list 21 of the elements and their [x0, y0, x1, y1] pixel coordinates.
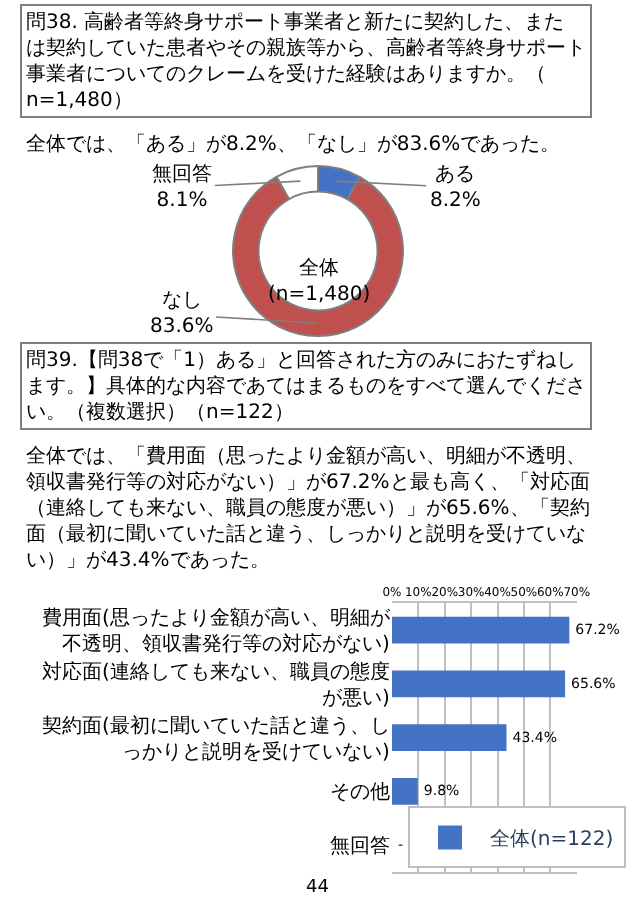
text: 44 — [306, 878, 330, 898]
chart-title: 問38. 高齢者等終身サポート事業者と新たに契約した、または契約していた患者やその親族等から、高齢者等終身サポート事業者についてのクレームを受けた経験はありますか。（n=1,480） — [26, 10, 586, 112]
y-tick-label: その他 — [329, 780, 390, 805]
y-tick-label: 無回答 — [329, 834, 390, 859]
slice-label: 無回答 — [152, 162, 212, 186]
y-tick-label: 対応面(連絡しても来ない、職員の態度が悪い) — [42, 659, 391, 710]
y-tick-label: 費用面(思ったより金額が高い、明細が不透明、領収書発行等の対応がない) — [42, 606, 392, 657]
data-label: 8.1% — [156, 190, 208, 212]
data-label: 8.2% — [430, 190, 481, 212]
legend-label: 全体(n=122) — [490, 827, 614, 852]
bar — [391, 777, 418, 805]
slice-label: なし — [161, 290, 202, 312]
data-label: 83.6% — [150, 316, 214, 338]
bar — [391, 724, 507, 752]
chart-subtitle: 全体では、「ある」が8.2%、「なし」が83.6%であった。 — [26, 132, 561, 156]
chart-subtitle: 全体では、「費用面（思ったより金額が高い、明細が不透明、領収書発行等の対応がない）」が67.2%と最も高く、「対応面（連絡しても来ない、職員の態度が悪い）」が65.6%、「契約面（最初に聞いていた話と違う、しっかりと説明を受けていない）」が43.4%であった。 — [26, 444, 590, 572]
bar — [391, 670, 566, 698]
y-tick-label: 契約面(最初に聞いていた話と違う、しっかりと説明を受けていない) — [42, 713, 391, 764]
slice-label: ある — [435, 164, 476, 186]
bar — [391, 616, 570, 644]
chart-title: 問39.【問38で「1）ある」と回答された方のみにおたずねします。】具体的な内容であてはまるものをすべて選んでください。（複数選択）（n=122） — [26, 348, 586, 424]
